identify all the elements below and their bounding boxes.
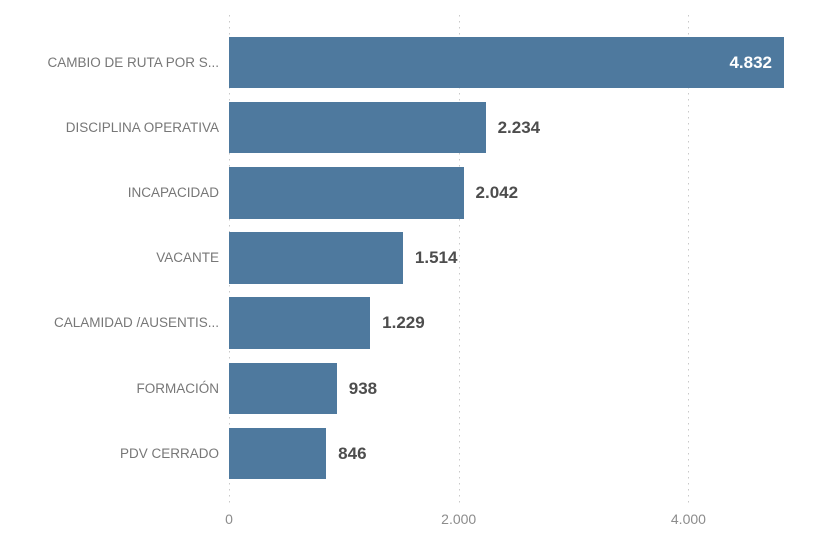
bar[interactable] [229, 427, 327, 480]
value-label: 4.832 [729, 52, 772, 72]
category-label: DISCIPLINA OPERATIVA [65, 119, 219, 135]
category-label: VACANTE [156, 250, 219, 266]
bar[interactable] [229, 232, 403, 284]
value-label: 846 [338, 443, 367, 463]
x-axis-tick-label: 4.000 [670, 511, 706, 527]
value-label: 2.042 [475, 183, 519, 203]
value-label: 938 [348, 378, 378, 398]
value-label: 2.234 [497, 117, 541, 137]
plot-area: 4.832 2.234 2.042 1.514 1.229 938 846 [229, 15, 832, 505]
bar[interactable] [229, 297, 371, 349]
gridline [688, 15, 690, 505]
gridline [458, 15, 460, 505]
category-label: PDV CERRADO [119, 445, 219, 461]
value-label: 1.514 [414, 248, 458, 268]
x-axis-tick-label: 2.000 [441, 511, 477, 527]
category-label: CALAMIDAD /AUSENTIS... [53, 315, 219, 331]
bar[interactable] [229, 362, 337, 415]
bar[interactable] [229, 101, 486, 154]
value-label: 1.229 [382, 313, 425, 333]
x-axis: 0 2.000 4.000 [225, 511, 832, 533]
category-label: INCAPACIDAD [127, 185, 219, 201]
category-label: FORMACIÓN [136, 380, 220, 396]
category-axis: CAMBIO DE RUTA POR S... DISCIPLINA OPERAT… [0, 15, 219, 505]
bar[interactable] [229, 36, 784, 89]
bar[interactable] [229, 167, 464, 219]
category-label: CAMBIO DE RUTA POR S... [47, 54, 219, 70]
x-axis-tick-label: 0 [225, 511, 233, 527]
